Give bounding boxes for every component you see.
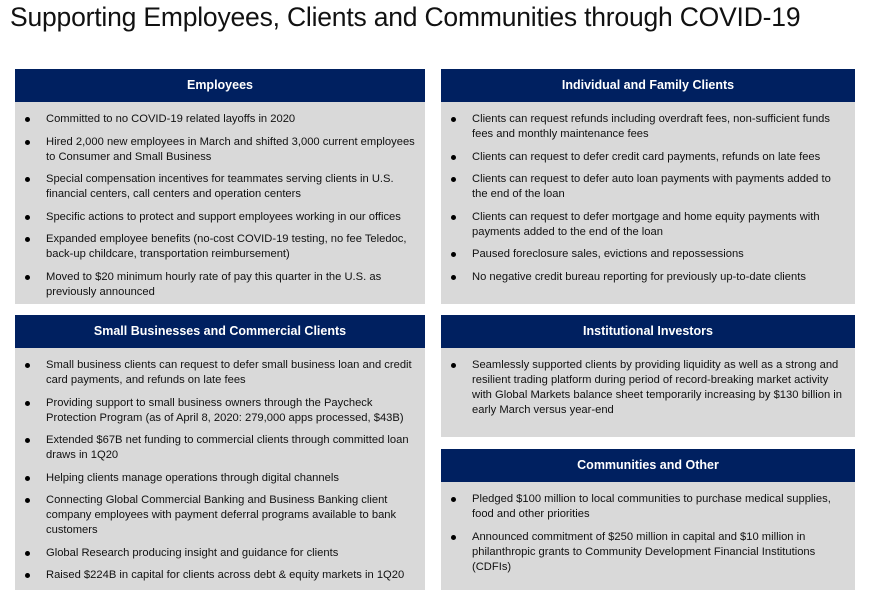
list-item: Connecting Global Commercial Banking and… [25,493,415,538]
list-item: Expanded employee benefits (no-cost COVI… [25,232,415,262]
panel-heading: Small Businesses and Commercial Clients [15,315,425,348]
individual-family-panel: Individual and Family Clients Clients can… [441,69,855,304]
list-item: Clients can request to defer credit card… [451,150,845,165]
bullet-list: Small business clients can request to de… [15,348,425,583]
list-item: Committed to no COVID-19 related layoffs… [25,112,415,127]
list-item: Seamlessly supported clients by providin… [451,358,845,418]
list-item: Hired 2,000 new employees in March and s… [25,135,415,163]
list-item: Clients can request to defer auto loan p… [451,172,845,202]
list-item: Clients can request refunds including ov… [451,112,845,142]
employees-panel: Employees Committed to no COVID-19 relate… [15,69,425,304]
list-item: Specific actions to protect and support … [25,210,415,225]
list-item: Clients can request to defer mortgage an… [451,210,845,240]
list-item: Providing support to small business owne… [25,396,415,426]
communities-panel: Communities and Other Pledged $100 millio… [441,449,855,590]
small-business-panel: Small Businesses and Commercial Clients S… [15,315,425,590]
list-item: Announced commitment of $250 million in … [451,530,845,575]
list-item: Extended $67B net funding to commercial … [25,433,415,463]
panel-heading: Communities and Other [441,449,855,482]
list-item: Special compensation incentives for team… [25,172,415,202]
panel-heading: Institutional Investors [441,315,855,348]
bullet-list: Committed to no COVID-19 related layoffs… [15,102,425,300]
list-item: Raised $224B in capital for clients acro… [25,568,415,583]
list-item: Global Research producing insight and gu… [25,546,415,561]
list-item: Small business clients can request to de… [25,358,415,388]
bullet-list: Seamlessly supported clients by providin… [441,348,855,418]
list-item: Pledged $100 million to local communitie… [451,492,845,522]
institutional-investors-panel: Institutional Investors Seamlessly suppor… [441,315,855,437]
list-item: Paused foreclosure sales, evictions and … [451,247,845,262]
list-item: Helping clients manage operations throug… [25,471,415,486]
bullet-list: Clients can request refunds including ov… [441,102,855,285]
list-item: No negative credit bureau reporting for … [451,270,845,285]
bullet-list: Pledged $100 million to local communitie… [441,482,855,575]
panel-heading: Individual and Family Clients [441,69,855,102]
page-title: Supporting Employees, Clients and Commun… [10,2,801,32]
panel-heading: Employees [15,69,425,102]
list-item: Moved to $20 minimum hourly rate of pay … [25,270,415,300]
